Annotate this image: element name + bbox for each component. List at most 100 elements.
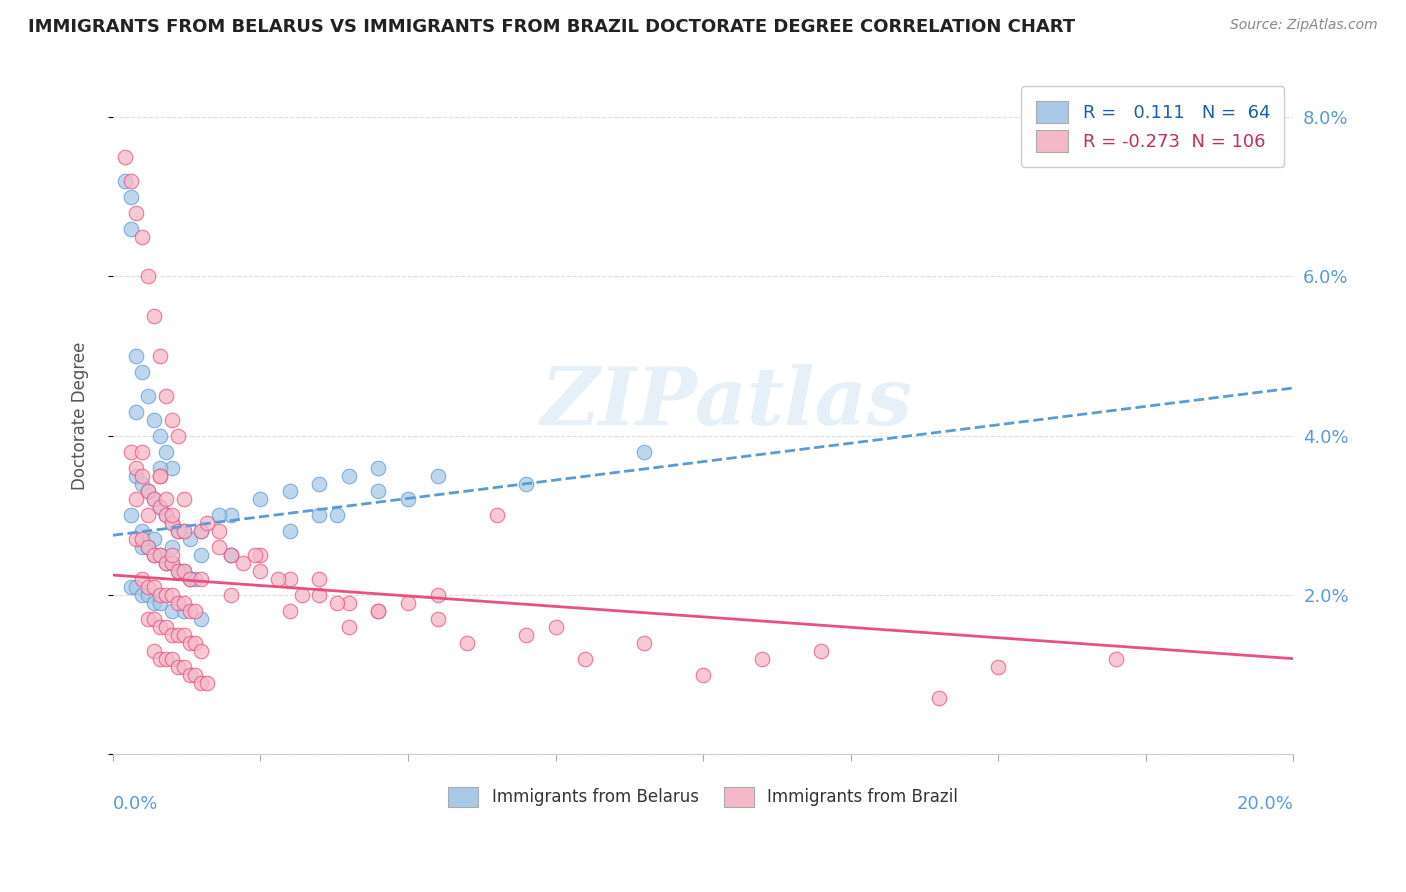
Point	[120, 221, 142, 235]
Point	[173, 604, 195, 618]
Point	[155, 508, 177, 523]
Point	[166, 564, 188, 578]
Point	[136, 588, 159, 602]
Point	[928, 691, 950, 706]
Point	[208, 508, 231, 523]
Point	[195, 516, 218, 531]
Point	[131, 588, 153, 602]
Point	[515, 628, 537, 642]
Y-axis label: Doctorate Degree: Doctorate Degree	[72, 342, 89, 490]
Point	[190, 572, 212, 586]
Point	[308, 572, 330, 586]
Point	[120, 580, 142, 594]
Text: ZIPatlas: ZIPatlas	[541, 364, 912, 441]
Point	[173, 524, 195, 539]
Point	[160, 508, 183, 523]
Point	[149, 548, 172, 562]
Point	[125, 533, 148, 547]
Point	[125, 492, 148, 507]
Text: IMMIGRANTS FROM BELARUS VS IMMIGRANTS FROM BRAZIL DOCTORATE DEGREE CORRELATION C: IMMIGRANTS FROM BELARUS VS IMMIGRANTS FR…	[28, 18, 1076, 36]
Point	[120, 174, 142, 188]
Point	[173, 596, 195, 610]
Point	[149, 460, 172, 475]
Point	[125, 349, 148, 363]
Point	[166, 428, 188, 442]
Point	[987, 659, 1010, 673]
Point	[633, 636, 655, 650]
Point	[267, 572, 290, 586]
Point	[125, 206, 148, 220]
Point	[155, 651, 177, 665]
Point	[131, 533, 153, 547]
Point	[125, 580, 148, 594]
Point	[143, 492, 166, 507]
Point	[149, 468, 172, 483]
Point	[219, 588, 242, 602]
Point	[149, 428, 172, 442]
Point	[125, 460, 148, 475]
Point	[249, 492, 271, 507]
Point	[143, 612, 166, 626]
Point	[136, 389, 159, 403]
Point	[515, 476, 537, 491]
Point	[160, 413, 183, 427]
Point	[149, 548, 172, 562]
Point	[136, 508, 159, 523]
Point	[149, 588, 172, 602]
Point	[208, 540, 231, 554]
Point	[326, 508, 349, 523]
Point	[396, 596, 419, 610]
Point	[308, 588, 330, 602]
Point	[173, 628, 195, 642]
Point	[136, 484, 159, 499]
Point	[190, 643, 212, 657]
Point	[131, 468, 153, 483]
Point	[155, 508, 177, 523]
Point	[190, 548, 212, 562]
Point	[166, 596, 188, 610]
Point	[367, 604, 389, 618]
Point	[173, 524, 195, 539]
Point	[125, 468, 148, 483]
Point	[143, 548, 166, 562]
Point	[131, 365, 153, 379]
Point	[396, 492, 419, 507]
Point	[136, 580, 159, 594]
Point	[143, 533, 166, 547]
Point	[136, 540, 159, 554]
Point	[278, 484, 301, 499]
Point	[160, 548, 183, 562]
Point	[179, 572, 201, 586]
Point	[544, 620, 567, 634]
Point	[160, 556, 183, 570]
Point	[337, 620, 360, 634]
Text: 20.0%: 20.0%	[1237, 795, 1294, 813]
Point	[173, 492, 195, 507]
Point	[160, 651, 183, 665]
Point	[136, 540, 159, 554]
Point	[179, 533, 201, 547]
Point	[131, 524, 153, 539]
Point	[184, 572, 207, 586]
Point	[149, 651, 172, 665]
Point	[120, 444, 142, 458]
Point	[160, 628, 183, 642]
Point	[149, 500, 172, 515]
Point	[131, 476, 153, 491]
Point	[149, 596, 172, 610]
Point	[131, 572, 153, 586]
Point	[155, 556, 177, 570]
Point	[426, 588, 449, 602]
Point	[114, 150, 136, 164]
Point	[143, 580, 166, 594]
Point	[120, 190, 142, 204]
Point	[143, 413, 166, 427]
Point	[173, 564, 195, 578]
Point	[160, 588, 183, 602]
Point	[291, 588, 314, 602]
Point	[143, 596, 166, 610]
Point	[155, 389, 177, 403]
Point	[179, 667, 201, 681]
Point	[326, 596, 349, 610]
Text: 0.0%: 0.0%	[112, 795, 159, 813]
